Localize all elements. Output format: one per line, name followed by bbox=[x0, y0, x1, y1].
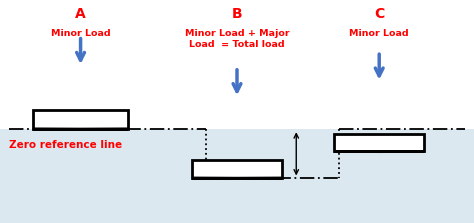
Text: C: C bbox=[374, 7, 384, 21]
Text: A: A bbox=[75, 7, 86, 21]
Bar bbox=[33, 110, 128, 129]
Text: Minor Load: Minor Load bbox=[51, 29, 110, 38]
Text: Zero reference line: Zero reference line bbox=[9, 140, 123, 151]
Text: Minor Load + Major
Load  = Total load: Minor Load + Major Load = Total load bbox=[185, 29, 289, 49]
Bar bbox=[334, 134, 424, 151]
Bar bbox=[0, 129, 474, 223]
Text: Minor Load: Minor Load bbox=[349, 29, 409, 38]
Bar bbox=[192, 160, 282, 178]
Text: B: B bbox=[232, 7, 242, 21]
